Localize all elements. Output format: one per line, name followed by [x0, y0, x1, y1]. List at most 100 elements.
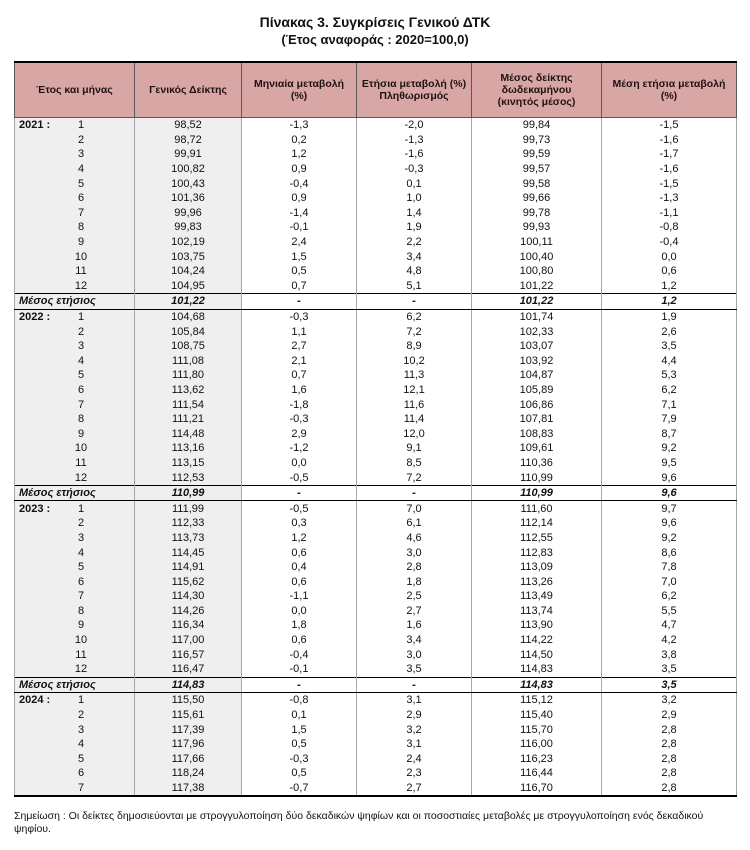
annual-average-label: Μέσος ετήσιος: [14, 293, 135, 310]
annual-average-value: 110,99: [471, 484, 602, 502]
value-cell: 112,14: [471, 516, 602, 531]
value-cell: 2,4: [241, 234, 357, 250]
value-cell: 112,33: [134, 516, 242, 531]
month-number: 12: [74, 663, 88, 676]
value-cell: 112,55: [471, 530, 602, 546]
value-cell: 99,78: [471, 205, 602, 221]
month-number: 5: [77, 177, 85, 190]
value-cell: 6,2: [601, 589, 737, 604]
year-month-cell: 3: [14, 338, 135, 354]
value-cell: 4,6: [356, 530, 472, 546]
year-month-cell: 9: [14, 426, 135, 442]
value-cell: 113,74: [471, 603, 602, 619]
value-cell: 99,96: [134, 205, 242, 221]
value-cell: -0,7: [241, 780, 357, 797]
value-cell: 115,70: [471, 722, 602, 737]
year-month-cell: 6: [14, 766, 135, 781]
table-row: 3 108,75 2,7 8,9 103,07 3,5: [14, 338, 737, 354]
year-month-cell: 11: [14, 263, 135, 279]
month-number: 9: [77, 619, 85, 632]
value-cell: 104,87: [471, 368, 602, 383]
table-row: 8 99,83 -0,1 1,9 99,93 -0,8: [14, 220, 737, 235]
value-cell: -1,2: [241, 441, 357, 456]
value-cell: -1,4: [241, 205, 357, 221]
value-cell: 9,2: [601, 530, 737, 546]
table-row: 10 117,00 0,6 3,4 114,22 4,2: [14, 632, 737, 648]
value-cell: 1,1: [241, 324, 357, 339]
value-cell: 116,23: [471, 751, 602, 767]
value-cell: -1,5: [601, 176, 737, 191]
annual-average-value: 114,83: [134, 676, 242, 694]
value-cell: 99,58: [471, 176, 602, 191]
value-cell: 6,1: [356, 516, 472, 531]
table-row: 5 100,43 -0,4 0,1 99,58 -1,5: [14, 176, 737, 191]
month-number: 2: [77, 517, 85, 530]
value-cell: 5,3: [601, 368, 737, 383]
annual-average-value: -: [241, 293, 357, 310]
value-cell: 6,2: [601, 382, 737, 398]
value-cell: 1,8: [356, 574, 472, 589]
table-row: 12 116,47 -0,1 3,5 114,83 3,5: [14, 661, 737, 678]
table-row: 12 112,53 -0,5 7,2 110,99 9,6: [14, 470, 737, 486]
value-cell: 7,2: [356, 324, 472, 339]
table-row: 9 114,48 2,9 12,0 108,83 8,7: [14, 426, 737, 442]
value-cell: 9,6: [601, 516, 737, 531]
table-row: 10 113,16 -1,2 9,1 109,61 9,2: [14, 441, 737, 456]
table-row: 5 114,91 0,4 2,8 113,09 7,8: [14, 559, 737, 575]
month-number: 7: [77, 782, 85, 795]
value-cell: -0,3: [356, 161, 472, 177]
value-cell: 100,82: [134, 161, 242, 177]
month-number: 4: [77, 738, 85, 751]
value-cell: 111,08: [134, 353, 242, 369]
value-cell: 2,8: [356, 559, 472, 575]
value-cell: 9,6: [601, 470, 737, 486]
value-cell: 0,6: [601, 263, 737, 279]
value-cell: 101,22: [471, 278, 602, 294]
month-number: 1: [77, 694, 85, 707]
year-label: 2021 :: [19, 119, 51, 132]
annual-average-value: 9,6: [601, 484, 737, 502]
year-month-cell: 2021 : 1: [14, 117, 135, 133]
year-month-cell: 6: [14, 574, 135, 589]
value-cell: -1,1: [601, 205, 737, 221]
value-cell: 102,19: [134, 234, 242, 250]
year-month-cell: 8: [14, 220, 135, 235]
value-cell: 117,96: [134, 736, 242, 752]
month-number: 3: [77, 340, 85, 353]
value-cell: -0,4: [601, 234, 737, 250]
value-cell: 1,5: [241, 249, 357, 264]
value-cell: 110,36: [471, 455, 602, 471]
annual-average-row: Μέσος ετήσιος 110,99- -110,99 9,6: [14, 484, 737, 502]
value-cell: 99,73: [471, 132, 602, 148]
value-cell: 3,0: [356, 647, 472, 662]
value-cell: 2,7: [356, 780, 472, 797]
value-cell: -1,6: [356, 147, 472, 162]
month-number: 1: [77, 119, 85, 132]
table-body: 2021 :1 98,52 -1,3 -2,0 99,84 -1,5 2 98,72 0,2 -1…: [14, 117, 737, 797]
value-cell: -1,1: [241, 589, 357, 604]
value-cell: 101,74: [471, 309, 602, 325]
value-cell: 11,4: [356, 411, 472, 427]
year-month-cell: 3: [14, 147, 135, 162]
header-avg-annual-change: Μέση ετήσια μεταβολή (%): [601, 61, 737, 118]
table-row: 4 111,08 2,1 10,2 103,92 4,4: [14, 353, 737, 369]
value-cell: 114,45: [134, 545, 242, 560]
table-row: 7 111,54 -1,8 11,6 106,86 7,1: [14, 397, 737, 412]
value-cell: 117,00: [134, 632, 242, 648]
month-number: 5: [77, 752, 85, 765]
year-month-cell: 12: [14, 470, 135, 486]
value-cell: 108,75: [134, 338, 242, 354]
value-cell: 116,34: [134, 618, 242, 633]
value-cell: 104,95: [134, 278, 242, 294]
annual-average-row: Μέσος ετήσιος 101,22- -101,22 1,2: [14, 293, 737, 310]
table-row: 5 111,80 0,7 11,3 104,87 5,3: [14, 368, 737, 383]
value-cell: 4,8: [356, 263, 472, 279]
annual-average-label: Μέσος ετήσιος: [14, 676, 135, 694]
value-cell: 115,50: [134, 692, 242, 708]
month-number: 8: [77, 221, 85, 234]
value-cell: 103,07: [471, 338, 602, 354]
month-number: 3: [77, 531, 85, 544]
table-row: 2024 : 1 115,50 -0,8 3,1 115,12 3,2: [14, 692, 737, 708]
table-row: 2 115,61 0,1 2,9 115,40 2,9: [14, 707, 737, 723]
value-cell: 9,5: [601, 455, 737, 471]
